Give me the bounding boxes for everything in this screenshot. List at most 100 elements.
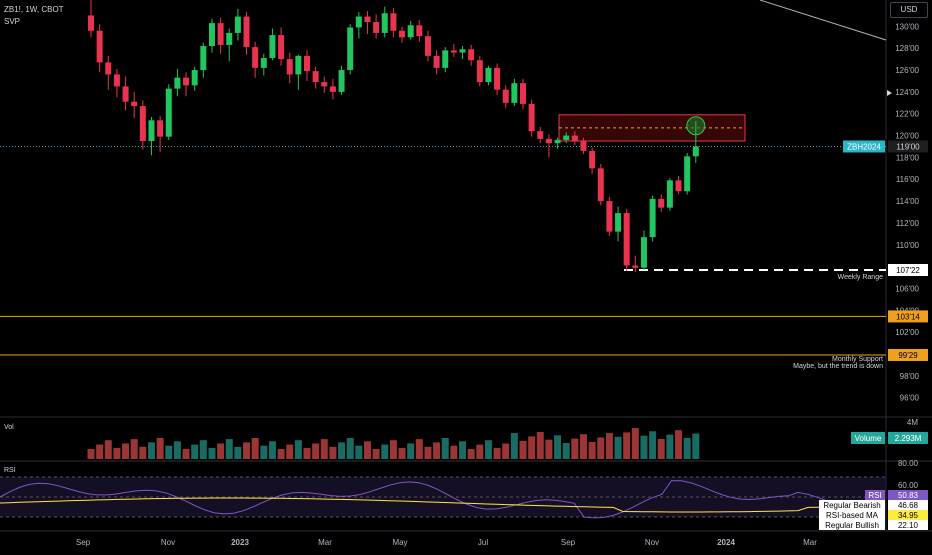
rsi-legend-value-bg (888, 520, 928, 530)
candle-body (528, 103, 535, 132)
currency-button[interactable]: USD (890, 2, 928, 18)
volume-bar (182, 449, 190, 459)
candle-body (494, 67, 501, 90)
rsi-legend-name: Regular Bullish (825, 521, 879, 530)
candle-body (666, 180, 673, 208)
volume-bar (631, 428, 639, 459)
candle-body (476, 60, 483, 83)
volume-bar (381, 444, 389, 459)
weekly-range-price-tag-bg (888, 264, 928, 277)
candle-body (252, 47, 259, 68)
volume-bar (363, 441, 371, 459)
candle-body (373, 22, 380, 33)
candle-body (381, 13, 388, 33)
volume-bar (277, 449, 285, 459)
rsi-legend-value-bg (888, 490, 928, 500)
price-tick: 126'00 (895, 66, 919, 75)
volume-bar (87, 449, 95, 459)
rsi-ma-line (0, 497, 877, 513)
candle-body (200, 46, 207, 71)
candle-body (174, 77, 181, 89)
volume-bar (528, 436, 536, 459)
price-tick: 102'00 (895, 328, 919, 337)
candle-body (148, 120, 155, 142)
volume-bar (545, 439, 553, 459)
price-tick: 120'00 (895, 132, 919, 141)
volume-bar (286, 444, 294, 459)
candle-body (597, 168, 604, 202)
volume-bar (96, 444, 104, 459)
candle-body (632, 265, 639, 268)
volume-bar (441, 438, 449, 459)
time-axis-label: Mar (803, 538, 817, 547)
candle-body (537, 131, 544, 139)
candle-body (329, 86, 336, 92)
volume-bar (579, 434, 587, 459)
volume-bar (208, 447, 216, 459)
candle-body (658, 198, 665, 208)
candle-body (338, 70, 345, 92)
candle-body (226, 32, 233, 45)
candle-body (286, 59, 293, 75)
price-tick: 98'00 (900, 372, 920, 381)
volume-bar (649, 431, 657, 459)
volume-bar (502, 443, 510, 459)
volume-bar (605, 433, 613, 459)
candle-body (208, 23, 215, 47)
volume-bar (234, 446, 242, 459)
price-tick: 106'00 (895, 284, 919, 293)
candle-body (278, 35, 285, 60)
volume-legend-value-bg (888, 432, 928, 444)
candle-body (243, 16, 250, 48)
volume-bar (666, 434, 674, 459)
volume-bar (104, 440, 112, 459)
candle-body (390, 13, 397, 31)
volume-bar (243, 442, 251, 459)
support-price-tag-bg (888, 310, 928, 323)
volume-bar (519, 440, 527, 459)
candle-body (312, 71, 319, 83)
volume-bar (424, 446, 432, 459)
candle-body (139, 106, 146, 142)
candle-body (304, 55, 310, 72)
candle-body (295, 55, 302, 75)
volume-bar (130, 439, 138, 459)
volume-bar (510, 433, 518, 459)
volume-bar (191, 444, 199, 459)
volume-bar (173, 441, 181, 459)
current-price-tag-bg (888, 140, 928, 153)
candle-body (589, 150, 596, 169)
volume-bar (199, 440, 207, 459)
time-axis-label: 2023 (231, 538, 249, 547)
candle-body (468, 49, 475, 61)
rsi-level-tick: 60.00 (898, 481, 919, 490)
volume-bar (303, 447, 311, 459)
volume-bar (251, 438, 259, 459)
volume-legend-value: 2.293M (895, 434, 922, 443)
volume-bar (122, 443, 130, 459)
rsi-legend-name: Regular Bearish (823, 501, 880, 510)
volume-bar (588, 441, 596, 459)
volume-bar (139, 446, 147, 459)
volume-bar (338, 442, 346, 459)
candle-body (623, 213, 630, 266)
candle-body (511, 83, 518, 103)
candle-body (615, 213, 622, 232)
volume-bar (268, 441, 276, 459)
rsi-legend-name: RSI-based MA (826, 511, 879, 520)
candle-body (459, 49, 466, 53)
candle-body (217, 23, 224, 45)
candle-body (321, 82, 328, 87)
price-tick: 114'00 (896, 197, 920, 206)
candle-body (442, 50, 449, 68)
monthly-support-note: Maybe, but the trend is down (793, 363, 883, 370)
volume-bar (217, 443, 225, 459)
volume-bar (165, 445, 173, 459)
volume-bar (407, 443, 415, 459)
volume-bar (320, 439, 328, 459)
candle-body (649, 198, 656, 238)
candle-body (424, 36, 431, 56)
candle-body (450, 50, 457, 53)
